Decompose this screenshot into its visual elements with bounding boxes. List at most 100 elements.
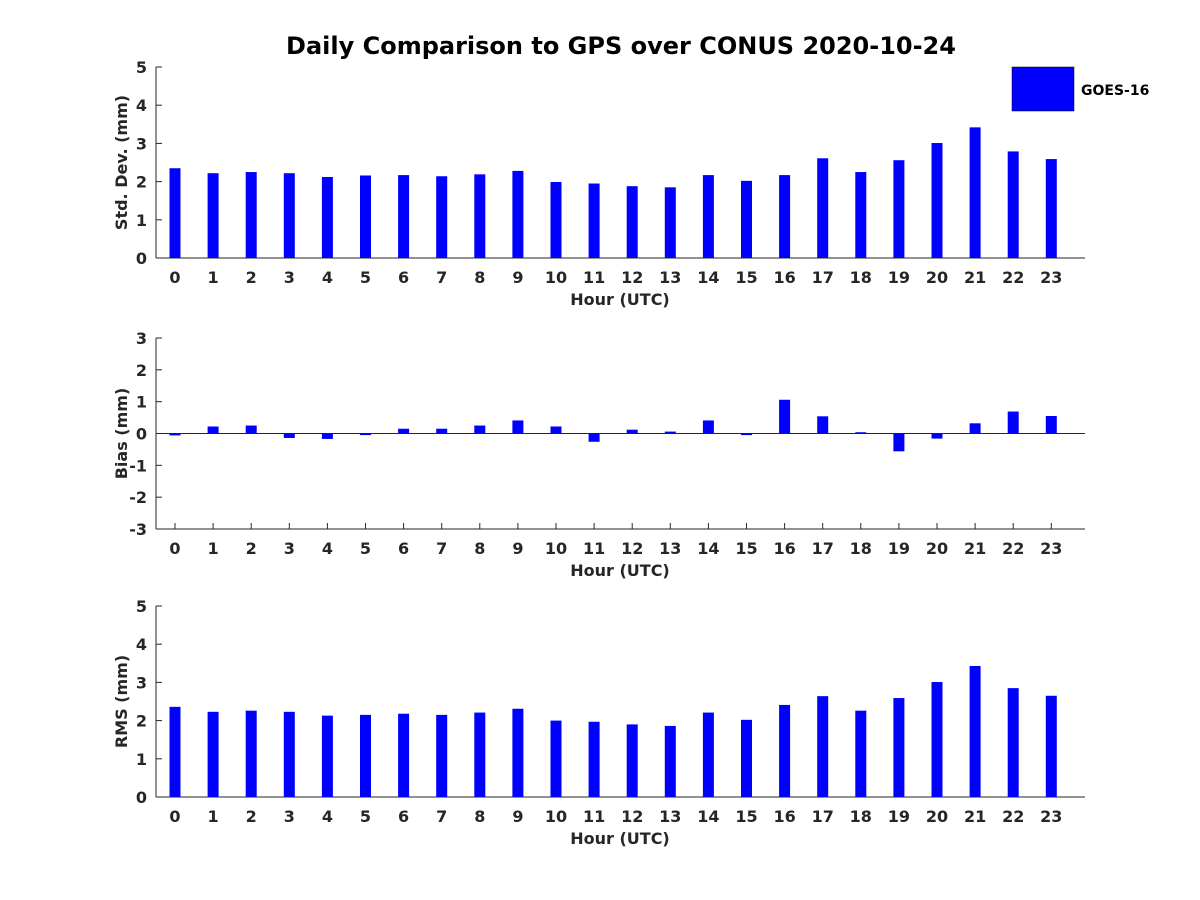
- x-tick-label: 0: [169, 539, 180, 558]
- x-tick-label: 18: [850, 807, 872, 826]
- bar: [207, 711, 219, 797]
- bar: [283, 433, 295, 438]
- bar: [931, 433, 943, 439]
- x-tick-label: 1: [208, 807, 219, 826]
- y-tick-label: 3: [136, 134, 147, 153]
- bar: [207, 426, 219, 434]
- y-tick-label: 1: [136, 750, 147, 769]
- x-tick-label: 9: [512, 268, 523, 287]
- x-tick-label: 10: [545, 539, 567, 558]
- bar: [626, 186, 638, 258]
- bar: [702, 712, 714, 797]
- x-tick-label: 23: [1040, 268, 1062, 287]
- x-tick-label: 14: [697, 268, 719, 287]
- bar: [245, 425, 257, 434]
- bar: [588, 183, 600, 258]
- x-tick-label: 10: [545, 268, 567, 287]
- bar: [436, 428, 448, 434]
- x-tick-label: 3: [284, 268, 295, 287]
- bar: [969, 665, 981, 797]
- bar: [855, 710, 867, 797]
- x-tick-label: 1: [208, 268, 219, 287]
- x-tick-label: 6: [398, 268, 409, 287]
- bar: [893, 698, 905, 797]
- bar: [550, 720, 562, 797]
- bar: [436, 176, 448, 258]
- bar: [1007, 151, 1019, 258]
- bar: [626, 429, 638, 434]
- x-tick-label: 0: [169, 268, 180, 287]
- bar: [664, 431, 676, 434]
- x-tick-label: 18: [850, 268, 872, 287]
- bar: [512, 420, 524, 434]
- x-tick-label: 23: [1040, 807, 1062, 826]
- x-tick-label: 5: [360, 539, 371, 558]
- bar: [588, 721, 600, 797]
- bar: [512, 170, 524, 258]
- x-tick-label: 20: [926, 807, 948, 826]
- x-tick-label: 15: [735, 268, 757, 287]
- y-tick-label: 1: [136, 211, 147, 230]
- bar: [626, 724, 638, 797]
- x-tick-label: 16: [773, 539, 795, 558]
- bar: [245, 710, 257, 797]
- bar: [779, 704, 791, 797]
- bar: [588, 433, 600, 442]
- x-tick-label: 16: [773, 268, 795, 287]
- y-tick-label: 3: [136, 673, 147, 692]
- y-tick-label: 1: [136, 393, 147, 412]
- bar: [436, 714, 448, 797]
- x-tick-label: 9: [512, 807, 523, 826]
- x-tick-label: 7: [436, 539, 447, 558]
- x-tick-label: 5: [360, 268, 371, 287]
- x-tick-label: 11: [583, 539, 605, 558]
- bar: [169, 168, 181, 258]
- bar: [398, 713, 410, 797]
- bar: [817, 158, 829, 258]
- x-tick-label: 14: [697, 807, 719, 826]
- bar: [207, 173, 219, 258]
- x-tick-label: 20: [926, 268, 948, 287]
- x-axis-label: Hour (UTC): [570, 290, 670, 309]
- x-tick-label: 23: [1040, 539, 1062, 558]
- bar: [702, 175, 714, 258]
- figure-title: Daily Comparison to GPS over CONUS 2020-…: [286, 32, 956, 60]
- y-tick-label: -1: [129, 456, 147, 475]
- bar: [1007, 688, 1019, 797]
- x-tick-label: 19: [888, 807, 910, 826]
- bar: [1045, 159, 1057, 258]
- bar: [550, 426, 562, 434]
- bar: [474, 712, 486, 797]
- x-tick-label: 13: [659, 268, 681, 287]
- legend-label: GOES-16: [1081, 83, 1149, 99]
- x-tick-label: 8: [474, 807, 485, 826]
- bar: [360, 433, 371, 436]
- y-tick-label: -3: [129, 520, 147, 539]
- x-tick-label: 13: [659, 807, 681, 826]
- x-tick-label: 12: [621, 268, 643, 287]
- x-axis-label: Hour (UTC): [570, 561, 670, 580]
- bar: [855, 432, 867, 434]
- bar: [1045, 695, 1057, 797]
- x-tick-label: 9: [512, 539, 523, 558]
- x-tick-label: 7: [436, 807, 447, 826]
- x-tick-label: 20: [926, 539, 948, 558]
- x-tick-label: 1: [208, 539, 219, 558]
- bar: [360, 714, 371, 797]
- y-axis-label: Bias (mm): [112, 388, 131, 480]
- x-tick-label: 11: [583, 807, 605, 826]
- bar: [741, 433, 752, 436]
- bar: [779, 399, 791, 434]
- bar: [1007, 411, 1019, 434]
- x-tick-label: 21: [964, 807, 986, 826]
- x-tick-label: 12: [621, 807, 643, 826]
- bar: [969, 423, 981, 434]
- bar: [321, 715, 333, 797]
- x-tick-label: 15: [735, 807, 757, 826]
- x-tick-label: 4: [322, 539, 333, 558]
- x-tick-label: 6: [398, 539, 409, 558]
- x-tick-label: 15: [735, 539, 757, 558]
